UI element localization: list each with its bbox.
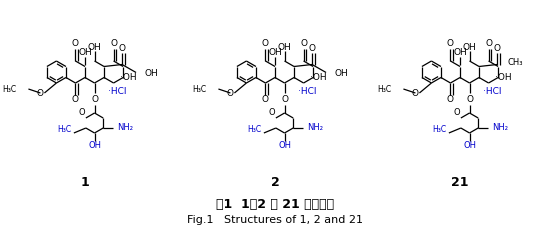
Text: O: O (119, 44, 125, 53)
Text: O: O (493, 44, 501, 53)
Text: OH: OH (87, 43, 101, 51)
Text: O: O (262, 95, 269, 105)
Text: H₃C: H₃C (2, 84, 16, 93)
Text: O: O (262, 40, 269, 48)
Text: O: O (300, 40, 307, 48)
Text: H₃C: H₃C (433, 125, 447, 135)
Text: ·OH: ·OH (120, 73, 137, 82)
Text: ·OH: ·OH (310, 73, 327, 82)
Text: 图1  1、2 和 21 的结构式: 图1 1、2 和 21 的结构式 (216, 199, 334, 212)
Text: O: O (447, 40, 454, 48)
Text: H₃C: H₃C (58, 125, 72, 135)
Text: O: O (268, 108, 275, 117)
Text: NH₂: NH₂ (307, 123, 323, 133)
Text: O: O (412, 89, 419, 97)
Text: OH: OH (278, 43, 292, 51)
Text: 21: 21 (451, 175, 469, 188)
Text: NH₂: NH₂ (117, 123, 133, 133)
Text: O: O (485, 40, 492, 48)
Text: O: O (110, 40, 117, 48)
Text: O: O (72, 95, 79, 105)
Text: OH: OH (463, 140, 476, 150)
Text: H₃C: H₃C (192, 84, 206, 93)
Text: O: O (227, 89, 234, 97)
Text: OH: OH (268, 48, 282, 57)
Text: O: O (447, 95, 454, 105)
Text: CH₃: CH₃ (507, 58, 522, 67)
Text: 2: 2 (271, 175, 279, 188)
Text: O: O (281, 94, 288, 104)
Text: OH: OH (144, 69, 158, 78)
Text: ·OH: ·OH (495, 73, 512, 82)
Text: O: O (79, 108, 85, 117)
Text: O: O (72, 40, 79, 48)
Text: NH₂: NH₂ (492, 123, 508, 133)
Text: O: O (454, 108, 460, 117)
Text: O: O (466, 94, 473, 104)
Text: H₃C: H₃C (377, 84, 392, 93)
Text: OH: OH (278, 140, 291, 150)
Text: O: O (309, 44, 316, 53)
Text: OH: OH (88, 140, 101, 150)
Text: Fig.1   Structures of 1, 2 and 21: Fig.1 Structures of 1, 2 and 21 (187, 215, 363, 225)
Text: OH: OH (463, 43, 476, 51)
Text: ·HCl: ·HCl (483, 88, 502, 96)
Text: O: O (91, 94, 98, 104)
Text: OH: OH (334, 69, 348, 78)
Text: OH: OH (453, 48, 467, 57)
Text: O: O (37, 89, 44, 97)
Text: OH: OH (78, 48, 92, 57)
Text: 1: 1 (81, 175, 89, 188)
Text: ·HCl: ·HCl (298, 88, 316, 96)
Text: ·HCl: ·HCl (108, 88, 126, 96)
Text: H₃C: H₃C (248, 125, 262, 135)
